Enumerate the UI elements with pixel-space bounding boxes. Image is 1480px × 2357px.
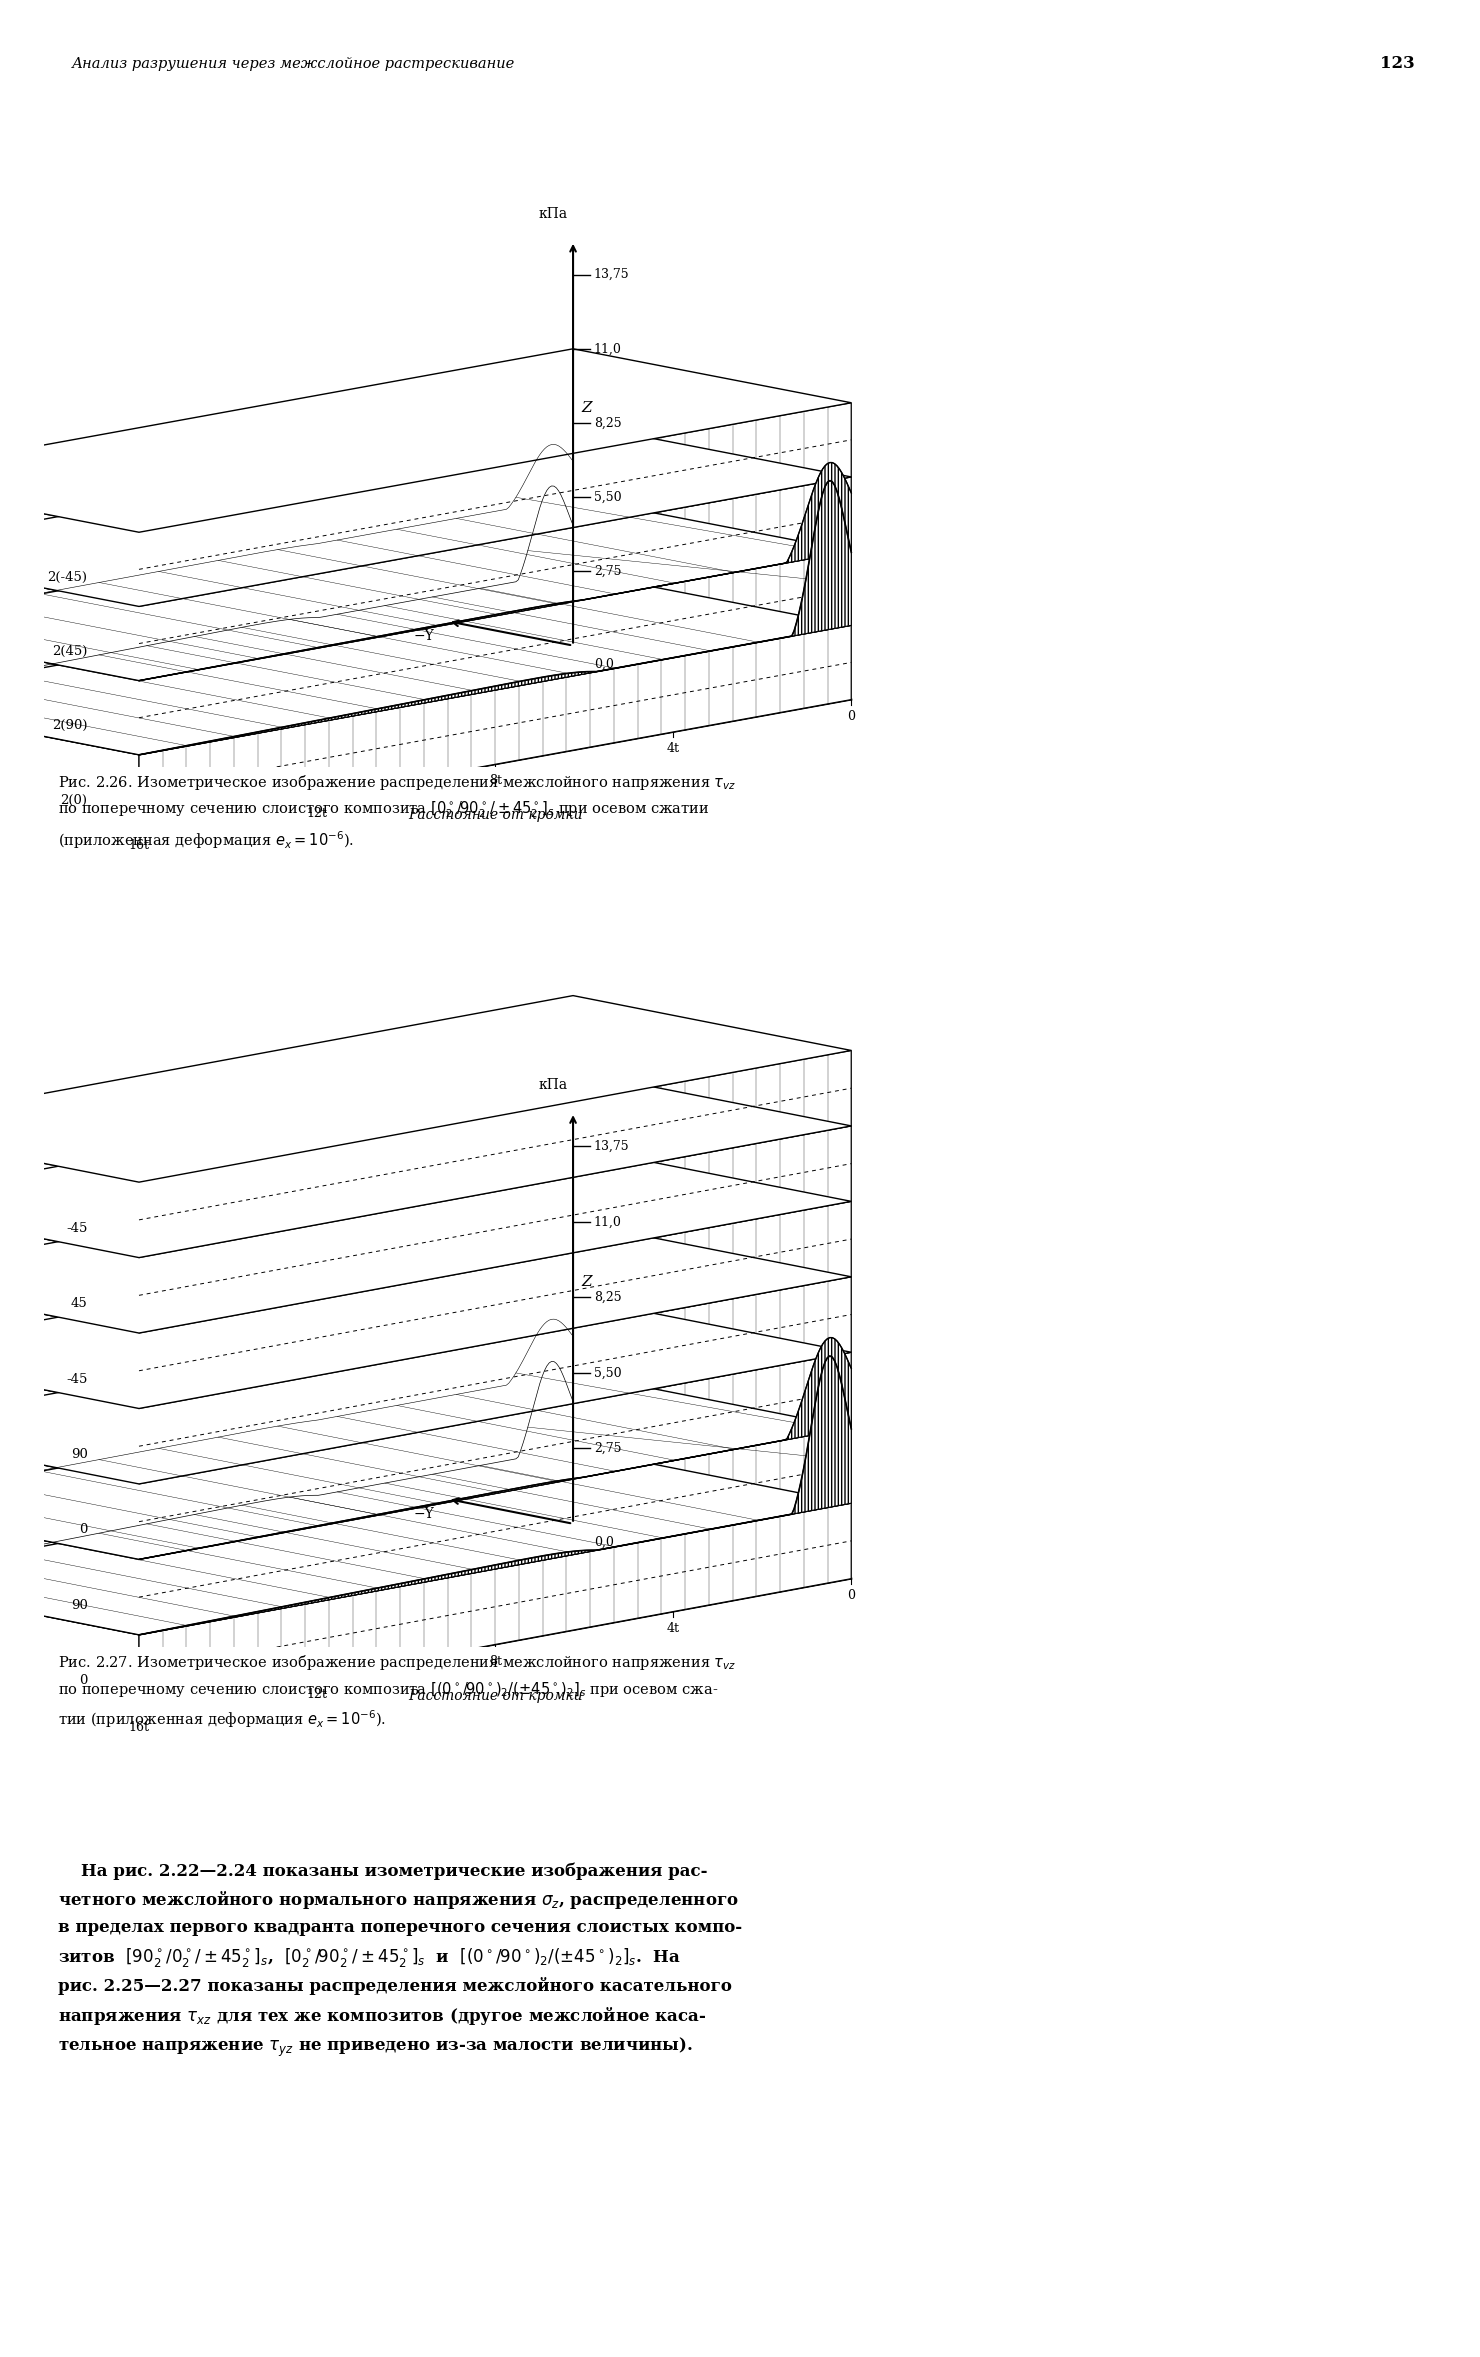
Polygon shape	[0, 1372, 851, 1560]
Polygon shape	[0, 1146, 851, 1334]
Text: 8t: 8t	[488, 1655, 502, 1669]
Text: 11,0: 11,0	[593, 1216, 622, 1228]
Text: 2(90): 2(90)	[52, 719, 87, 733]
Polygon shape	[0, 1277, 139, 1409]
Text: Рис. 2.26. Изометрическое изображение распределения межслойного напряжения $\tau: Рис. 2.26. Изометрическое изображение ра…	[58, 773, 737, 851]
Text: 90: 90	[71, 1447, 87, 1461]
Polygon shape	[139, 1339, 851, 1560]
Polygon shape	[139, 1353, 851, 1560]
Polygon shape	[0, 349, 851, 533]
Text: кПа: кПа	[539, 207, 567, 222]
Polygon shape	[139, 1051, 851, 1259]
Polygon shape	[139, 625, 851, 830]
Polygon shape	[0, 1070, 851, 1259]
Polygon shape	[0, 570, 851, 754]
Text: Расстояние от кромки: Расстояние от кромки	[408, 808, 583, 823]
Text: 0: 0	[847, 709, 855, 724]
Polygon shape	[139, 481, 851, 754]
Polygon shape	[139, 476, 851, 681]
Text: Анализ разрушения через межслойное растрескивание: Анализ разрушения через межслойное растр…	[73, 57, 515, 71]
Polygon shape	[139, 462, 851, 681]
Text: 0,0: 0,0	[593, 1537, 614, 1549]
Text: 11,0: 11,0	[593, 342, 622, 356]
Text: 5,50: 5,50	[593, 1367, 622, 1379]
Text: 0: 0	[78, 1673, 87, 1688]
Polygon shape	[0, 1523, 851, 1711]
Polygon shape	[0, 1127, 139, 1259]
Text: 2,75: 2,75	[593, 1442, 622, 1454]
Text: Z: Z	[582, 401, 592, 415]
Text: 2(-45): 2(-45)	[47, 570, 87, 585]
Text: кПа: кПа	[539, 1077, 567, 1091]
Polygon shape	[0, 552, 139, 681]
Text: −Y: −Y	[413, 1506, 434, 1520]
Text: 16t: 16t	[129, 1721, 149, 1735]
Polygon shape	[0, 478, 139, 606]
Polygon shape	[0, 1296, 851, 1485]
Polygon shape	[139, 552, 851, 754]
Polygon shape	[0, 1428, 139, 1560]
Text: -45: -45	[67, 1372, 87, 1386]
Polygon shape	[139, 403, 851, 606]
Polygon shape	[0, 1447, 851, 1636]
Polygon shape	[139, 1428, 851, 1636]
Text: 45: 45	[71, 1296, 87, 1310]
Text: 12t: 12t	[306, 1688, 327, 1702]
Text: 0: 0	[847, 1589, 855, 1603]
Polygon shape	[0, 1579, 139, 1711]
Polygon shape	[0, 995, 851, 1183]
Polygon shape	[0, 1353, 139, 1485]
Text: 16t: 16t	[129, 839, 149, 853]
Polygon shape	[0, 646, 851, 830]
Text: 13,75: 13,75	[593, 269, 629, 280]
Polygon shape	[0, 700, 139, 830]
Text: Рис. 2.27. Изометрическое изображение распределения межслойного напряжения $\tau: Рис. 2.27. Изометрическое изображение ра…	[58, 1652, 737, 1730]
Polygon shape	[0, 1504, 139, 1636]
Text: Расстояние от кромки: Расстояние от кромки	[408, 1690, 583, 1704]
Polygon shape	[139, 1504, 851, 1711]
Text: 0,0: 0,0	[593, 658, 614, 672]
Text: 8t: 8t	[488, 775, 502, 787]
Text: 4t: 4t	[666, 742, 679, 754]
Polygon shape	[0, 1202, 139, 1334]
Text: 123: 123	[1379, 57, 1415, 73]
Text: 2,75: 2,75	[593, 566, 622, 577]
Polygon shape	[0, 1221, 851, 1409]
Polygon shape	[139, 1355, 851, 1636]
Polygon shape	[0, 627, 139, 754]
Text: 4t: 4t	[666, 1622, 679, 1636]
Polygon shape	[0, 422, 851, 606]
Polygon shape	[139, 1202, 851, 1409]
Text: 5,50: 5,50	[593, 490, 622, 504]
Text: 13,75: 13,75	[593, 1141, 629, 1153]
Text: 2(45): 2(45)	[52, 646, 87, 658]
Text: 2(0): 2(0)	[61, 794, 87, 806]
Text: 8,25: 8,25	[593, 417, 622, 429]
Text: На рис. 2.22—2.24 показаны изометрические изображения рас-
четного межслойного н: На рис. 2.22—2.24 показаны изометрически…	[58, 1862, 743, 2060]
Text: −Y: −Y	[413, 629, 434, 643]
Polygon shape	[0, 497, 851, 681]
Polygon shape	[139, 1277, 851, 1485]
Text: 0: 0	[78, 1523, 87, 1537]
Text: Z: Z	[582, 1275, 592, 1289]
Polygon shape	[139, 1127, 851, 1334]
Text: 8,25: 8,25	[593, 1292, 622, 1303]
Text: 12t: 12t	[306, 806, 327, 820]
Text: 90: 90	[71, 1598, 87, 1612]
Text: -45: -45	[67, 1221, 87, 1235]
